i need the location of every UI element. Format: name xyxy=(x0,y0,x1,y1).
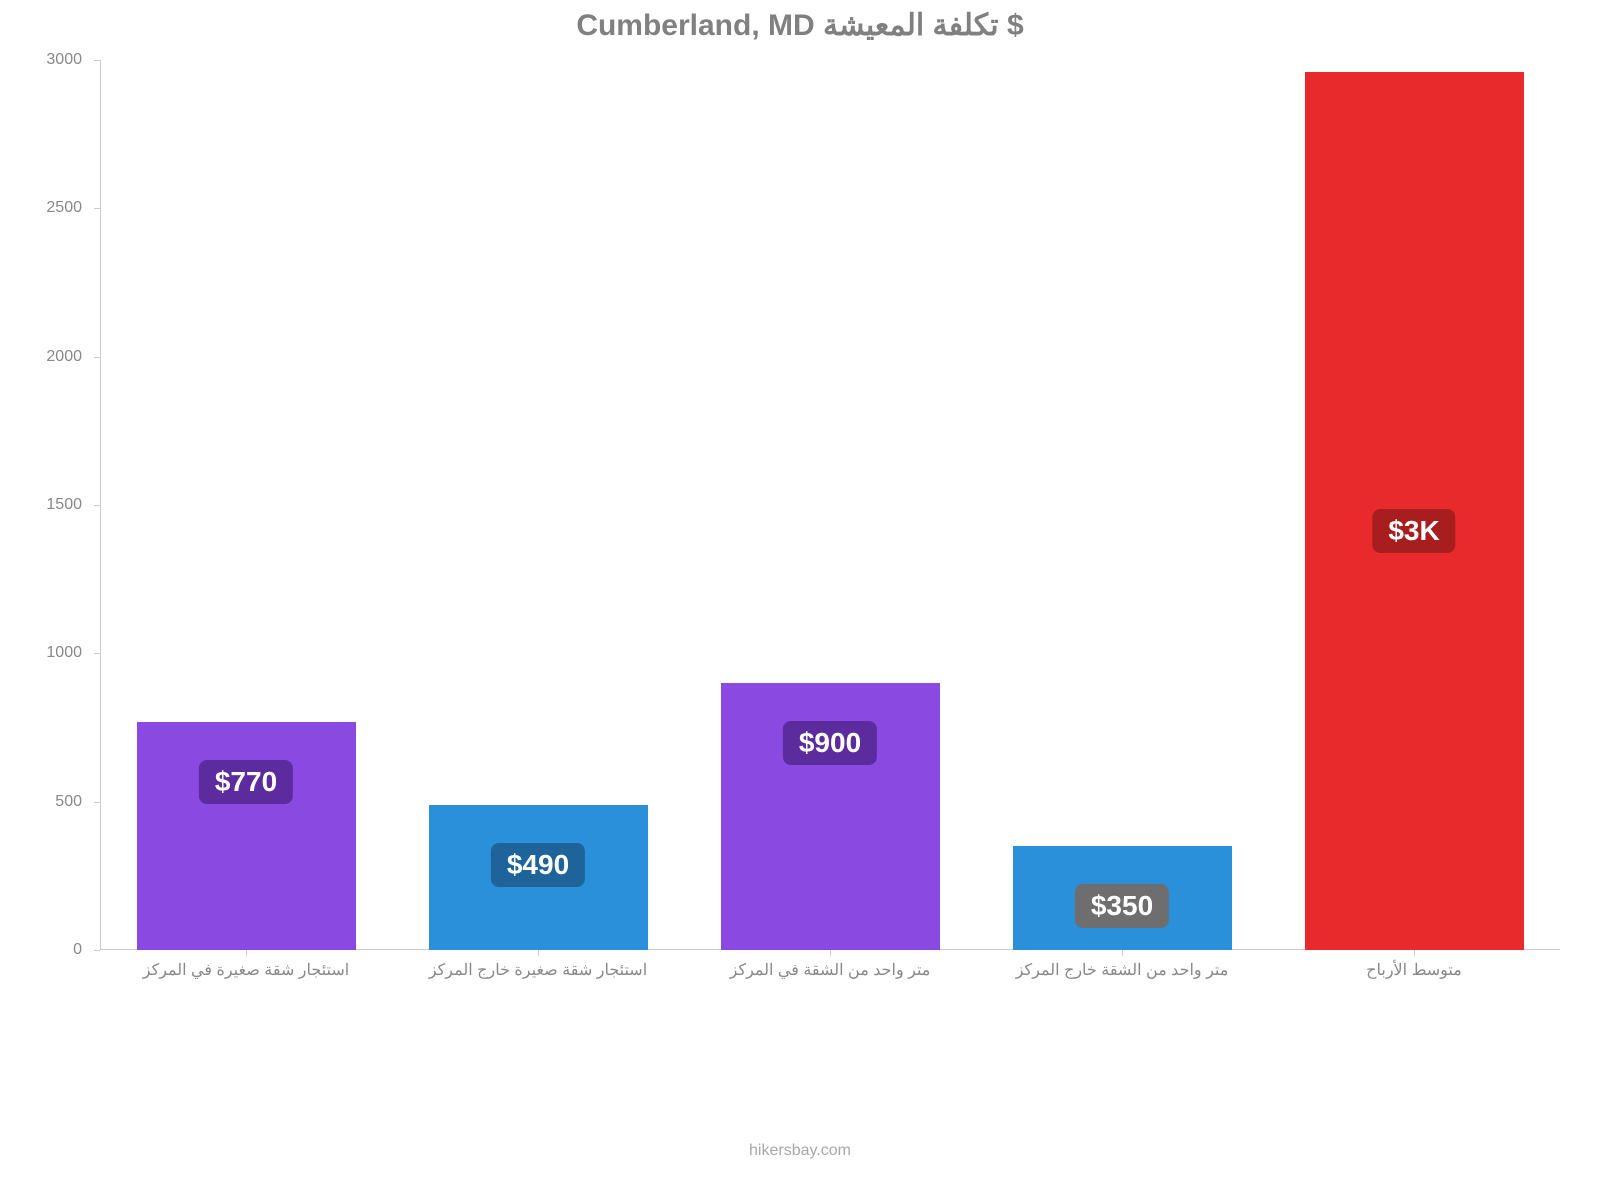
bar-value-badge: $350 xyxy=(1075,884,1169,928)
y-tick-mark xyxy=(94,60,100,61)
bar-value-badge: $3K xyxy=(1372,509,1455,553)
bar-value-badge: $900 xyxy=(783,721,877,765)
y-axis: 050010001500200025003000 xyxy=(0,60,92,950)
x-tick-label: متر واحد من الشقة خارج المركز xyxy=(1016,960,1229,980)
bars-layer: $770 $490 $900 $350 $3K xyxy=(100,60,1560,950)
y-tick-label: 2000 xyxy=(0,348,92,366)
x-tick xyxy=(538,950,539,956)
y-tick-mark xyxy=(94,505,100,506)
y-tick-label: 500 xyxy=(0,793,92,811)
y-tick-label: 0 xyxy=(0,941,92,959)
y-tick-label: 1000 xyxy=(0,644,92,662)
y-tick-mark xyxy=(94,653,100,654)
x-tick xyxy=(1414,950,1415,956)
bar xyxy=(137,722,356,950)
x-tick-label: استئجار شقة صغيرة في المركز xyxy=(143,960,349,980)
y-tick-label: 1500 xyxy=(0,496,92,514)
y-tick-mark xyxy=(94,802,100,803)
x-tick xyxy=(1122,950,1123,956)
y-tick-label: 2500 xyxy=(0,199,92,217)
x-tick-label: متر واحد من الشقة في المركز xyxy=(730,960,931,980)
y-tick-mark xyxy=(94,208,100,209)
x-tick xyxy=(830,950,831,956)
y-tick-mark xyxy=(94,357,100,358)
plot-area: $770 $490 $900 $350 $3K xyxy=(100,60,1560,950)
chart-container: Cumberland, MD تكلفة المعيشة $ 0 500 1000 1… xyxy=(0,0,1600,1200)
chart-title: Cumberland, MD تكلفة المعيشة $ xyxy=(0,8,1600,43)
x-tick xyxy=(246,950,247,956)
y-tick-mark xyxy=(94,950,100,951)
credit-text: hikersbay.com xyxy=(0,1142,1600,1160)
bar-value-badge: $490 xyxy=(491,843,585,887)
x-tick-label: متوسط الأرباح xyxy=(1366,960,1462,980)
x-axis: استئجار شقة صغيرة في المركز استئجار شقة ص… xyxy=(100,960,1560,1000)
x-tick-label: استئجار شقة صغيرة خارج المركز xyxy=(429,960,647,980)
y-tick-label: 3000 xyxy=(0,51,92,69)
bar-value-badge: $770 xyxy=(199,760,293,804)
